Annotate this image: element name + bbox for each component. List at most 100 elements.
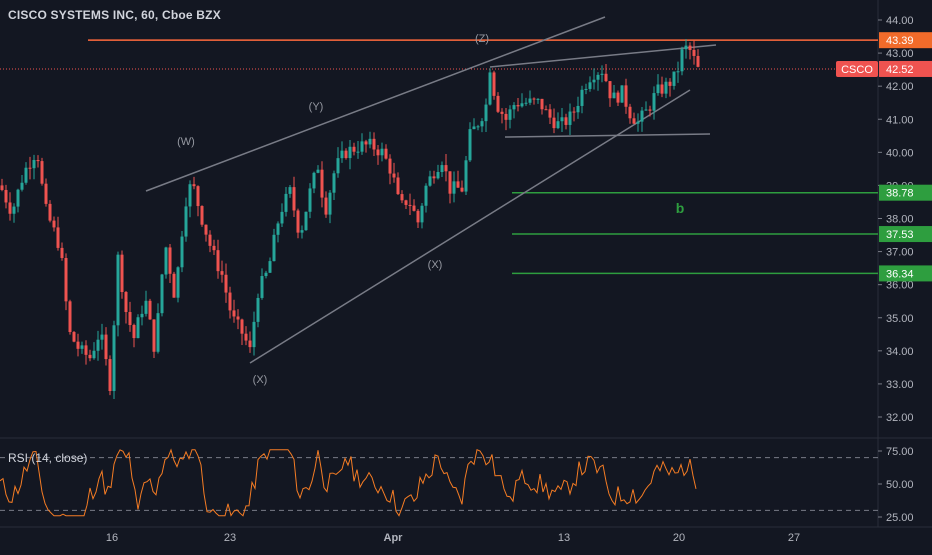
candle-body <box>536 98 540 100</box>
candle-body <box>544 109 548 111</box>
candle-body <box>504 113 508 120</box>
candle-body <box>296 210 300 233</box>
price-tick-label: 43.00 <box>886 48 914 60</box>
candle-body <box>556 121 560 129</box>
candle-body <box>376 149 380 156</box>
candle-body <box>240 319 244 334</box>
candle-body <box>36 160 40 162</box>
candle-body <box>444 165 448 172</box>
candle-body <box>260 276 264 298</box>
candle-body <box>324 197 328 215</box>
candle-body <box>28 167 32 169</box>
candle-body <box>696 55 700 67</box>
rsi-tick-label: 50.00 <box>886 479 914 491</box>
candle-body <box>480 121 484 127</box>
candle-body <box>692 49 696 56</box>
candle-body <box>164 247 168 275</box>
candle-body <box>288 187 292 194</box>
candle-body <box>16 189 20 207</box>
candle-body <box>340 150 344 159</box>
candle-body <box>136 317 140 339</box>
candle-body <box>488 72 492 105</box>
rsi-title: RSI (14, close) <box>8 451 88 465</box>
candle-body <box>672 71 676 86</box>
time-tick-label: Apr <box>384 532 404 544</box>
price-axis: 44.0043.0042.0041.0040.0039.0038.0037.00… <box>836 15 932 424</box>
candle-body <box>72 332 76 342</box>
candle-body <box>452 181 456 194</box>
candle-body <box>40 161 44 184</box>
candle-body <box>196 186 200 207</box>
candle-body <box>604 73 608 82</box>
candle-body <box>456 181 460 188</box>
candle-body <box>580 89 584 106</box>
candle-body <box>156 313 160 352</box>
candle-body <box>64 257 68 302</box>
candle-body <box>280 211 284 224</box>
candle-body <box>388 158 392 174</box>
candle-body <box>532 98 536 100</box>
price-tick-label: 32.00 <box>886 412 914 424</box>
price-tick-label: 41.00 <box>886 114 914 126</box>
candle-body <box>680 49 684 72</box>
wave-annotations: (W) (Y) (X) (Z) (X) b <box>177 33 684 386</box>
candle-body <box>356 151 360 153</box>
candle-body <box>348 146 352 159</box>
candle-body <box>648 109 652 111</box>
candle-body <box>380 148 384 156</box>
candle-body <box>352 146 356 152</box>
candle-body <box>684 45 688 50</box>
candle-body <box>548 109 552 118</box>
candle-body <box>636 121 640 124</box>
price-levels <box>0 39 878 275</box>
candle-body <box>140 313 144 318</box>
candle-body <box>500 111 504 114</box>
candle-body <box>108 359 112 392</box>
candle-body <box>212 245 216 251</box>
price-tick-label: 34.00 <box>886 346 914 358</box>
candle-body <box>4 189 8 203</box>
candle-body <box>440 165 444 173</box>
candle-body <box>76 341 80 349</box>
candle-body <box>300 230 304 233</box>
candle-body <box>596 74 600 80</box>
candle-body <box>412 205 416 211</box>
time-axis: 16 23 Apr 13 20 27 <box>106 532 800 544</box>
candle-body <box>592 79 596 83</box>
candle-body <box>492 72 496 96</box>
candle-body <box>112 325 116 392</box>
candle-body <box>408 204 412 206</box>
candle-body <box>224 274 228 293</box>
candle-body <box>104 334 108 360</box>
top-triangle-line <box>489 44 717 68</box>
candle-body <box>396 177 400 195</box>
candle-body <box>472 126 476 130</box>
wave-label: (W) <box>177 136 195 148</box>
candle-body <box>384 148 388 159</box>
grid <box>0 0 932 528</box>
candle-body <box>292 187 296 211</box>
target-3-badge-label: 36.34 <box>886 268 914 280</box>
candle-body <box>368 138 372 145</box>
candle-body <box>144 300 148 314</box>
candle-body <box>128 312 132 326</box>
candle-body <box>24 167 28 183</box>
candle-body <box>124 292 128 313</box>
time-tick-label: 27 <box>788 532 800 544</box>
candle-body <box>344 150 348 159</box>
price-tick-label: 40.00 <box>886 147 914 159</box>
candle-body <box>524 102 528 104</box>
candle-body <box>496 95 500 112</box>
symbol-badge <box>836 60 878 77</box>
candle-body <box>588 82 592 89</box>
candle-body <box>616 92 620 103</box>
candle-body <box>220 271 224 275</box>
candle-body <box>528 98 532 103</box>
price-tick-label: 37.00 <box>886 247 914 259</box>
candle-body <box>48 203 52 221</box>
candle-body <box>560 117 564 122</box>
target-1-badge <box>879 184 932 201</box>
candle-body <box>92 350 96 359</box>
